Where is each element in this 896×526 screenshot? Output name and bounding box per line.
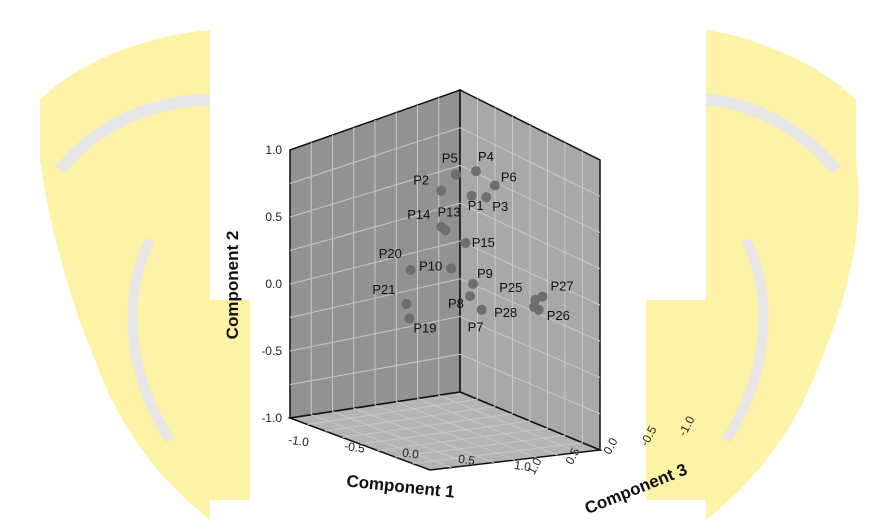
point-label: P25 (499, 280, 522, 295)
data-point (460, 238, 471, 248)
data-point (468, 278, 478, 289)
point-label: P19 (413, 321, 436, 336)
y-axis-title: Component 2 (223, 231, 242, 340)
floor-grid-a (412, 442, 583, 464)
point-label: P8 (448, 296, 464, 311)
point-label: P1 (468, 198, 484, 213)
seal-right-ornament (705, 94, 841, 174)
point-label: P4 (478, 149, 494, 164)
back-grid-h (289, 316, 461, 352)
x-tick-label: 0.5 (457, 452, 476, 468)
floor-grid-b (417, 398, 558, 456)
data-point (404, 313, 415, 324)
seal-left-bar (210, 300, 250, 500)
point-label: P13 (438, 204, 461, 219)
x-tick-label: -1.0 (287, 433, 310, 450)
seal-left-ornament (55, 94, 211, 174)
point-label: P14 (407, 207, 430, 222)
z-tick-label: 0.0 (600, 435, 620, 457)
side-grid-h (459, 353, 601, 415)
floor-grid-a (394, 435, 566, 458)
point-label: P26 (547, 308, 570, 323)
point-label: P28 (494, 305, 517, 320)
data-point (436, 185, 447, 196)
data-points (401, 166, 548, 324)
x-tick-label: -0.5 (343, 439, 366, 456)
point-label: P3 (492, 199, 508, 214)
side-grid-h (459, 278, 601, 342)
side-grid-h (459, 316, 601, 378)
data-point (436, 221, 447, 232)
point-label: P9 (477, 266, 493, 281)
floor-grid-b (396, 401, 537, 458)
point-label: P20 (379, 246, 402, 261)
floor-grid-b (374, 404, 516, 461)
gridlines (289, 97, 601, 468)
point-label: P10 (419, 258, 442, 273)
back-grid-h (289, 353, 461, 385)
point-label: P7 (468, 320, 484, 335)
x-axis-title: Component 1 (346, 471, 456, 501)
back-grid-h (289, 278, 461, 318)
floor-grid-a (377, 427, 548, 451)
data-point (537, 291, 548, 302)
data-point (466, 190, 477, 201)
seal-left-arc (127, 237, 175, 443)
data-point (446, 263, 457, 274)
point-label: P6 (501, 170, 517, 185)
seal-right-arc (721, 237, 769, 443)
point-label: P5 (442, 151, 458, 166)
data-point (471, 166, 481, 177)
y-tick-label: 1.0 (265, 143, 282, 157)
point-label: P2 (413, 173, 429, 188)
data-point (489, 180, 500, 191)
y-tick-label: 0.0 (265, 277, 282, 291)
point-label: P27 (551, 279, 574, 294)
data-point (450, 169, 461, 180)
data-point (476, 304, 487, 315)
data-point (465, 291, 475, 302)
seal-right-bar (646, 300, 706, 500)
point-label: P21 (372, 282, 395, 297)
y-tick-label: 0.5 (265, 210, 282, 224)
point-labels: P1 P2 P3 P4 P5 P6 P7 P8 P9 P10 P13 P14 P15 P19 P20 P21 P… (372, 149, 573, 335)
data-point (481, 192, 492, 203)
data-point (401, 299, 412, 309)
x-tick-label: 0.0 (401, 445, 420, 461)
floor-grid-b (438, 394, 579, 453)
point-label: P15 (472, 235, 495, 250)
y-tick-label: -1.0 (261, 411, 282, 425)
university-seal-watermark (40, 30, 859, 520)
data-point (529, 302, 540, 313)
x-tick-label: 1.0 (513, 458, 532, 474)
y-tick-label: -0.5 (261, 344, 282, 358)
data-point (405, 265, 416, 275)
